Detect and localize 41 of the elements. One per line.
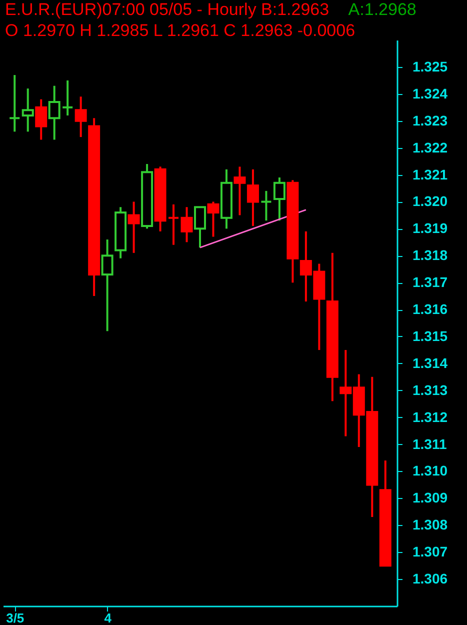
- x-tick-label: 3/5: [6, 610, 24, 625]
- y-tick-label: 1.313: [412, 382, 448, 398]
- candlestick: [48, 84, 60, 141]
- candlestick: [62, 79, 74, 116]
- candlestick: [168, 203, 180, 246]
- y-tick-label: 1.319: [412, 220, 448, 236]
- y-tick-label: 1.312: [412, 408, 448, 425]
- candlestick: [128, 200, 140, 254]
- y-tick-label: 1.324: [412, 85, 448, 102]
- candlestick: [74, 96, 87, 138]
- chart-title: E.U.R.(EUR)07:00 05/05 - Hourly B:1.2963: [5, 0, 330, 19]
- y-tick-label: 1.322: [412, 139, 448, 156]
- text: A:1.2968: [348, 0, 416, 19]
- y-tick-label: 1.311: [412, 436, 447, 452]
- y-tick-label: 1.316: [412, 301, 448, 318]
- y-tick-label: 1.323: [412, 112, 448, 128]
- x-tick-label: 4: [104, 610, 112, 625]
- y-tick-label: 1.307: [412, 544, 448, 560]
- candlestick: [101, 238, 114, 332]
- candlestick: [8, 74, 21, 133]
- y-tick-label: 1.325: [412, 58, 448, 74]
- candlestick: [234, 166, 246, 216]
- candlestick: [207, 200, 220, 238]
- y-tick-label: 1.306: [412, 570, 448, 587]
- y-tick-label: 1.318: [412, 247, 448, 264]
- y-tick-label: 1.320: [412, 193, 448, 210]
- y-tick-label: 1.308: [412, 516, 448, 533]
- chart-subtitle: O 1.2970 H 1.2985 L 1.2961 C 1.2963 -0.0006: [5, 21, 356, 40]
- y-tick-label: 1.315: [412, 328, 448, 344]
- candlestick: [246, 168, 259, 227]
- y-tick-label: 1.309: [412, 490, 448, 506]
- y-tick-label: 1.310: [412, 462, 448, 479]
- y-tick-label: 1.321: [412, 166, 448, 182]
- candlestick: [260, 190, 272, 222]
- candlestick: [194, 206, 206, 249]
- candlestick: [35, 98, 48, 141]
- candlestick: [273, 176, 286, 222]
- y-tick-label: 1.314: [412, 354, 448, 371]
- y-tick-label: 1.317: [412, 274, 448, 290]
- candlestick: [180, 206, 193, 244]
- candlestick: [22, 88, 34, 133]
